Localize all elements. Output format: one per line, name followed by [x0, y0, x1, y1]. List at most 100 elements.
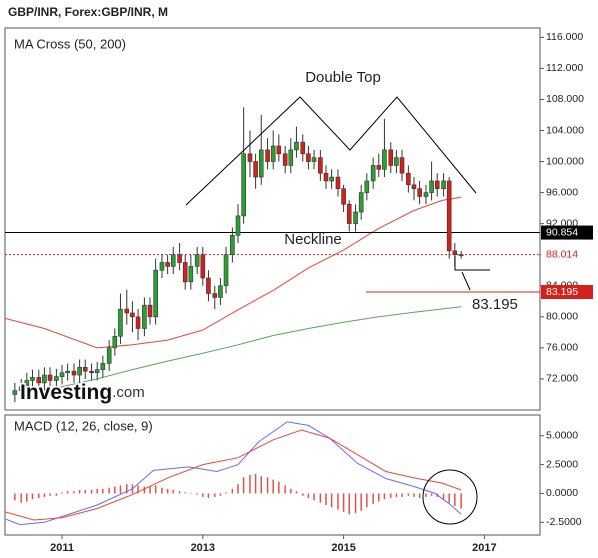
histogram-bar — [172, 490, 174, 494]
y-tick-label: 72.000 — [546, 373, 578, 385]
candle-body — [388, 149, 394, 166]
candle-body — [130, 312, 135, 318]
candle-body — [458, 254, 464, 257]
histogram-bar — [313, 493, 315, 501]
histogram-bar — [137, 485, 139, 494]
y-tick-label: -2.5000 — [546, 516, 582, 528]
candle-body — [341, 188, 346, 205]
histogram-bar — [418, 493, 421, 499]
histogram-bar — [31, 493, 34, 500]
histogram-bar — [126, 484, 128, 494]
histogram-bar — [460, 493, 462, 509]
histogram-bar — [430, 493, 433, 496]
histogram-bar — [149, 486, 151, 494]
candle-body — [147, 304, 153, 318]
candle-body — [89, 370, 94, 374]
annotation: Neckline — [284, 231, 342, 248]
candle-body — [200, 254, 206, 279]
histogram-bar — [249, 475, 251, 494]
histogram-bar — [184, 492, 186, 494]
candle-body — [423, 192, 429, 197]
histogram-bar — [108, 487, 110, 494]
candle-body — [282, 153, 288, 166]
candle-body — [112, 335, 118, 349]
candle-body — [218, 285, 223, 298]
candle-body — [441, 180, 446, 190]
double-top-outline — [185, 96, 477, 206]
candle-body — [12, 390, 18, 395]
histogram-bar — [196, 493, 198, 495]
candle-body — [394, 157, 399, 166]
candle-body — [142, 304, 147, 329]
y-tick-label: 80.000 — [546, 311, 578, 323]
histogram-bar — [78, 490, 81, 494]
price-label-box — [541, 225, 593, 240]
candle-body — [94, 369, 100, 374]
candle-body — [247, 153, 253, 162]
candle-body — [47, 374, 53, 381]
histogram-bar — [442, 493, 445, 500]
histogram-bar — [190, 493, 192, 494]
histogram-bar — [61, 492, 63, 494]
candle-body — [159, 262, 165, 271]
candle-body — [153, 269, 158, 318]
candle-body — [82, 366, 88, 372]
candle-body — [329, 176, 334, 182]
histogram-bar — [38, 493, 40, 499]
price-panel — [4, 27, 541, 411]
histogram-bar — [161, 487, 163, 494]
candle-body — [300, 141, 306, 155]
candle-body — [194, 254, 200, 267]
histogram-bar — [278, 481, 280, 494]
histogram-bar — [55, 493, 58, 496]
price-label: 90.854 — [546, 226, 578, 238]
histogram-bar — [372, 493, 374, 504]
y-tick-label: 108.000 — [546, 93, 584, 105]
candle-body — [124, 308, 130, 314]
annotation: Double Top — [305, 69, 381, 86]
candle-body — [288, 149, 294, 166]
target-pointer — [461, 271, 471, 291]
candle-body — [452, 250, 458, 256]
y-tick-label: 96.000 — [546, 186, 578, 198]
candle-body — [170, 254, 176, 267]
candle-body — [276, 145, 282, 155]
candle-body — [323, 172, 329, 182]
x-tick-label: 2015 — [331, 542, 355, 554]
candle-body — [382, 149, 387, 170]
y-tick-label: 0.0000 — [546, 487, 578, 499]
candle-body — [358, 192, 364, 213]
histogram-bar — [342, 493, 345, 512]
highlight-circle — [422, 469, 478, 525]
candle-body — [306, 153, 311, 162]
candle-body — [212, 293, 218, 298]
panel-label: MA Cross (50, 200) — [14, 36, 126, 51]
candle-body — [406, 172, 411, 186]
candle-body — [223, 254, 229, 287]
histogram-bar — [225, 492, 227, 494]
histogram-bar — [448, 493, 450, 503]
price-label: 88.014 — [546, 248, 578, 260]
histogram-bar — [49, 493, 51, 496]
histogram-bar — [348, 493, 350, 515]
histogram-bar — [143, 486, 146, 494]
candle-body — [106, 347, 112, 364]
target-bracket — [454, 256, 490, 271]
x-tick-label: 2011 — [50, 542, 74, 554]
histogram-bar — [20, 493, 22, 503]
y-tick-label: 100.000 — [546, 155, 584, 167]
histogram-bar — [302, 493, 304, 496]
candle-body — [235, 215, 241, 236]
histogram-bar — [90, 490, 93, 494]
histogram-bar — [354, 493, 357, 514]
histogram-bar — [26, 493, 28, 502]
candle-body — [206, 277, 211, 294]
watermark: Investing.com — [20, 381, 145, 404]
candle-body — [294, 141, 299, 151]
histogram-bar — [319, 493, 322, 503]
candle-body — [24, 380, 30, 388]
candle-body — [353, 211, 358, 224]
histogram-bar — [307, 493, 310, 499]
histogram-bar — [390, 493, 392, 499]
histogram-bar — [242, 477, 245, 494]
